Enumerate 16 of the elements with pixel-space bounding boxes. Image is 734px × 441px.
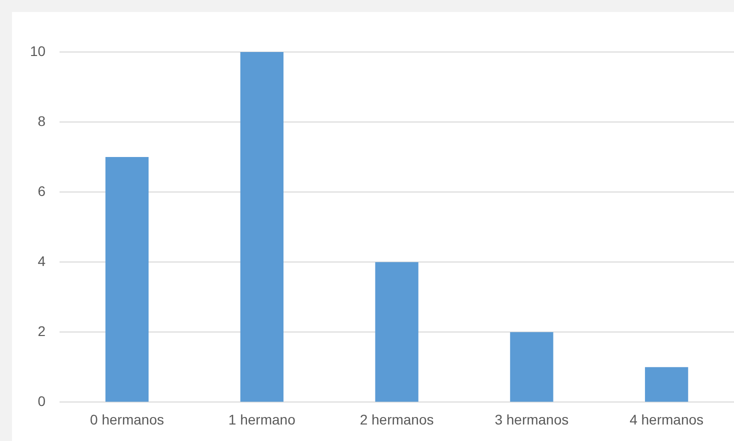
y-tick-label: 10 bbox=[30, 42, 46, 59]
x-tick-label: 1 hermano bbox=[228, 411, 296, 428]
x-tick-label: 4 hermanos bbox=[630, 411, 704, 428]
y-tick-label: 6 bbox=[38, 182, 46, 199]
bar bbox=[375, 262, 418, 402]
bar bbox=[510, 332, 554, 402]
bar bbox=[644, 367, 688, 402]
y-tick-label: 0 bbox=[38, 393, 46, 410]
x-tick-label: 2 hermanos bbox=[360, 411, 434, 428]
y-tick-label: 8 bbox=[38, 112, 46, 129]
bar bbox=[240, 52, 284, 402]
y-tick-label: 4 bbox=[38, 252, 46, 269]
x-tick-label: 0 hermanos bbox=[90, 411, 164, 428]
bar bbox=[105, 157, 149, 402]
x-tick-label: 3 hermanos bbox=[494, 411, 569, 428]
y-tick-label: 2 bbox=[38, 323, 46, 340]
